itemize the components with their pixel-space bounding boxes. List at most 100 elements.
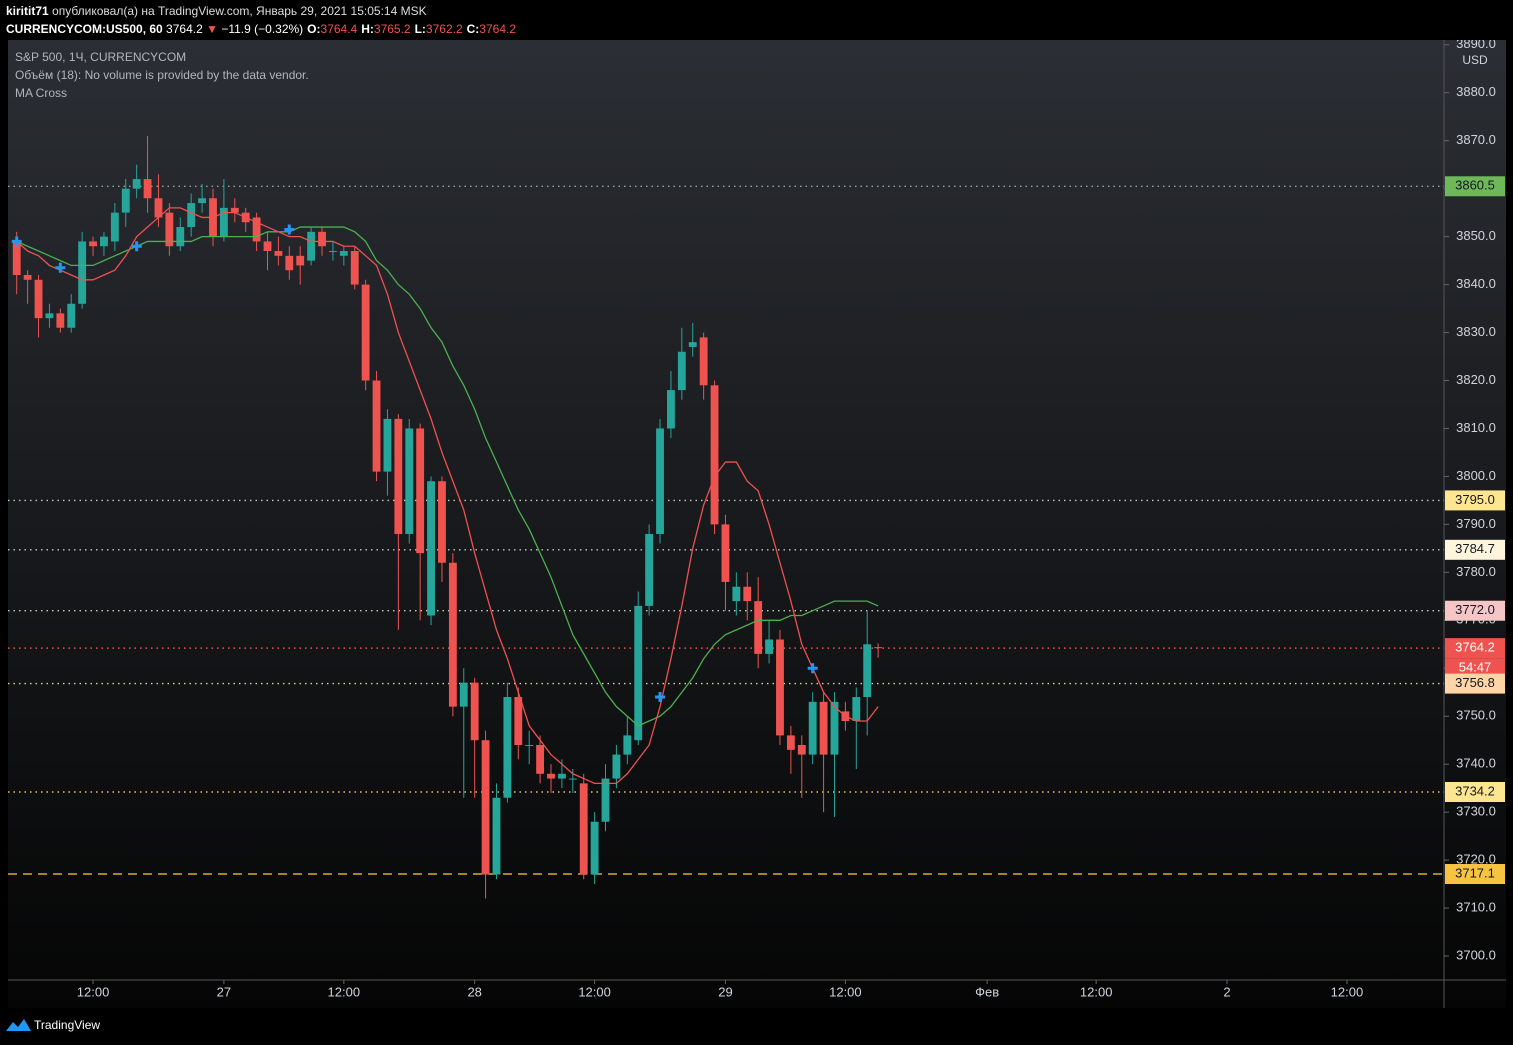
y-tick-label: 3870.0 bbox=[1456, 132, 1496, 147]
candle-body bbox=[143, 179, 152, 199]
candle-body bbox=[656, 428, 664, 534]
x-tick-label: 27 bbox=[217, 984, 231, 999]
ohlc-value: 3764.2 bbox=[479, 22, 516, 36]
candle-body bbox=[568, 778, 577, 780]
x-tick-label: 12:00 bbox=[1331, 984, 1364, 999]
candle-body bbox=[198, 198, 207, 204]
y-tick-label: 3710.0 bbox=[1456, 899, 1496, 914]
ohlc-value: 3765.2 bbox=[374, 22, 411, 36]
candle-body bbox=[699, 337, 708, 386]
logo bbox=[6, 1019, 31, 1031]
candle-body bbox=[427, 481, 435, 616]
candle-body bbox=[230, 207, 239, 213]
candle-body bbox=[776, 639, 784, 736]
x-tick-label: 28 bbox=[467, 984, 481, 999]
y-tick-label: 3880.0 bbox=[1456, 84, 1496, 99]
candle-body bbox=[132, 179, 141, 189]
price-tag bbox=[1445, 539, 1505, 560]
legend-entry: Объём (18): No volume is provided by the… bbox=[15, 68, 309, 82]
candle-body bbox=[525, 745, 534, 746]
candle-body bbox=[754, 601, 763, 654]
candle-body bbox=[296, 255, 305, 266]
currency: USD bbox=[1462, 53, 1488, 67]
candle-body bbox=[612, 754, 621, 779]
candle-body bbox=[416, 428, 425, 554]
candle-body bbox=[721, 524, 730, 582]
candle-body bbox=[165, 212, 174, 247]
candle-body bbox=[688, 342, 697, 347]
legend-entry: MA Cross bbox=[15, 86, 67, 100]
price-tag-label: 3764.2 bbox=[1455, 640, 1495, 655]
candle-body bbox=[667, 390, 675, 429]
candle-body bbox=[100, 236, 108, 247]
y-tick-label: 3750.0 bbox=[1456, 708, 1496, 723]
candle-body bbox=[874, 647, 883, 649]
ma-line bbox=[16, 226, 879, 727]
candle-body bbox=[601, 778, 610, 822]
candle-body bbox=[492, 797, 501, 875]
y-tick-label: 3800.0 bbox=[1456, 468, 1496, 483]
candle-body bbox=[579, 783, 588, 875]
candle-body bbox=[34, 279, 43, 319]
candle-body bbox=[350, 251, 359, 285]
change: −11.9 (−0.32%) bbox=[221, 22, 303, 36]
ohlc-label: L: bbox=[415, 22, 426, 36]
header-line: kiritit71 опубликовал(а) на TradingView.… bbox=[6, 4, 427, 18]
candle-body bbox=[557, 773, 566, 779]
candle-body bbox=[285, 255, 294, 271]
candle-body bbox=[547, 773, 555, 779]
ohlc-label: O: bbox=[307, 22, 320, 36]
x-tick-label: 29 bbox=[718, 984, 732, 999]
y-tick-label: 3740.0 bbox=[1456, 756, 1496, 771]
y-tick-label: 3830.0 bbox=[1456, 324, 1496, 339]
candle-body bbox=[514, 697, 523, 745]
x-tick-label: 12:00 bbox=[578, 984, 611, 999]
price-tag bbox=[1445, 490, 1505, 511]
y-tick-label: 3820.0 bbox=[1456, 372, 1496, 387]
candle-body bbox=[710, 385, 719, 525]
candle-body bbox=[307, 231, 316, 261]
y-tick-label: 3840.0 bbox=[1456, 276, 1496, 291]
y-tick-label: 3890.0 bbox=[1456, 36, 1496, 51]
candle-body bbox=[536, 745, 545, 774]
candle-body bbox=[786, 735, 795, 750]
candle-body bbox=[405, 428, 414, 534]
price-tag-label: 3772.0 bbox=[1455, 602, 1495, 617]
candle-body bbox=[438, 481, 446, 563]
candle-body bbox=[808, 701, 817, 755]
y-tick-label: 3810.0 bbox=[1456, 420, 1496, 435]
x-tick-label: 12:00 bbox=[829, 984, 862, 999]
price-tag bbox=[1445, 673, 1505, 694]
candle-body bbox=[448, 562, 457, 707]
y-tick-label: 3790.0 bbox=[1456, 516, 1496, 531]
countdown-tag bbox=[1445, 658, 1505, 679]
cross-marker bbox=[131, 241, 142, 252]
candle-body bbox=[819, 701, 828, 755]
candle-body bbox=[743, 586, 752, 602]
quote-line: CURRENCYCOM:US500, 60 3764.2 ▼ −11.9 (−0… bbox=[6, 22, 516, 36]
candle-body bbox=[863, 644, 872, 698]
price-tag bbox=[1445, 782, 1505, 802]
brand: TradingView bbox=[34, 1018, 100, 1032]
candle-body bbox=[176, 227, 185, 247]
price-tag bbox=[1445, 176, 1505, 197]
candle-body bbox=[67, 303, 76, 328]
ohlc-value: 3764.4 bbox=[321, 22, 358, 36]
x-tick-label: Фев bbox=[975, 984, 999, 999]
candle-body bbox=[45, 313, 54, 319]
candle-body bbox=[481, 740, 490, 875]
candle-body bbox=[187, 203, 196, 228]
candle-body bbox=[830, 701, 839, 755]
x-tick-label: 12:00 bbox=[1080, 984, 1113, 999]
price-tag bbox=[1445, 864, 1505, 885]
cross-marker bbox=[655, 692, 666, 703]
price-tag-label: 3717.1 bbox=[1455, 865, 1495, 880]
cross-marker bbox=[55, 262, 66, 273]
price-tag-label: 3734.2 bbox=[1455, 783, 1495, 798]
y-tick-label: 3700.0 bbox=[1456, 947, 1496, 962]
cross-marker bbox=[284, 224, 295, 235]
candle-body bbox=[78, 241, 87, 304]
cross-marker bbox=[11, 236, 22, 247]
ma-line bbox=[16, 207, 879, 785]
price-tag-label: 3756.8 bbox=[1455, 675, 1495, 690]
